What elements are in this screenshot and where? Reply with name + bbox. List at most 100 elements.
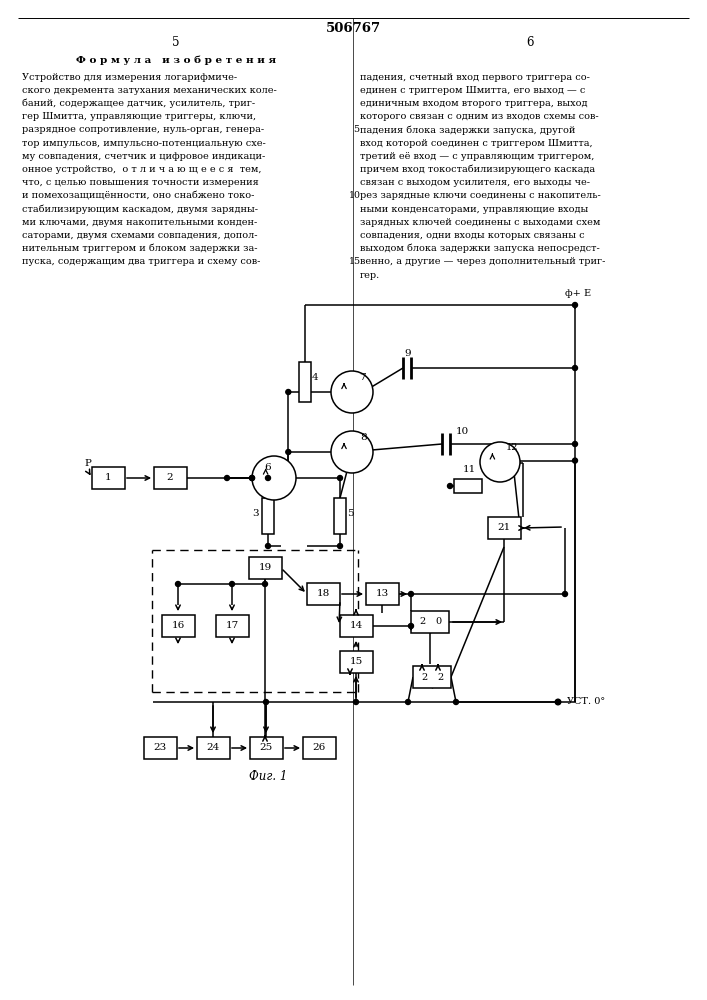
Text: 4: 4	[312, 373, 318, 382]
Text: Фиг. 1: Фиг. 1	[249, 770, 287, 782]
Text: 15: 15	[349, 658, 363, 666]
Text: 14: 14	[349, 621, 363, 631]
Circle shape	[573, 302, 578, 308]
Text: ского декремента затухания механических коле-: ского декремента затухания механических …	[22, 86, 276, 95]
Text: 26: 26	[312, 744, 326, 752]
Bar	[92, 467, 125, 489]
Text: выходом блока задержки запуска непосредст-: выходом блока задержки запуска непосредс…	[360, 244, 600, 253]
Bar	[488, 517, 521, 539]
Circle shape	[573, 442, 578, 446]
Text: 24: 24	[206, 744, 220, 752]
Circle shape	[354, 700, 358, 704]
Text: 13: 13	[375, 589, 389, 598]
Text: ф+ Е: ф+ Е	[565, 290, 591, 298]
Circle shape	[555, 699, 561, 705]
Circle shape	[409, 591, 414, 596]
Text: разрядное сопротивление, нуль-орган, генера-: разрядное сопротивление, нуль-орган, ген…	[22, 125, 264, 134]
Text: 8: 8	[361, 432, 368, 442]
Bar	[340, 615, 373, 637]
Text: ми ключами, двумя накопительными конден-: ми ключами, двумя накопительными конден-	[22, 218, 257, 227]
Bar	[411, 611, 449, 633]
Text: пуска, содержащим два триггера и схему сов-: пуска, содержащим два триггера и схему с…	[22, 257, 260, 266]
Text: 10: 10	[349, 191, 361, 200]
Circle shape	[266, 476, 271, 481]
Text: 1: 1	[105, 474, 111, 483]
Text: му совпадения, счетчик и цифровое индикаци-: му совпадения, счетчик и цифровое индика…	[22, 152, 265, 161]
Bar	[154, 467, 187, 489]
Circle shape	[225, 476, 230, 481]
Text: гер.: гер.	[360, 270, 380, 279]
Text: 12: 12	[506, 444, 518, 452]
Text: онное устройство,  о т л и ч а ю щ е е с я  тем,: онное устройство, о т л и ч а ю щ е е с …	[22, 165, 262, 174]
Text: падения, счетный вход первого триггера со-: падения, счетный вход первого триггера с…	[360, 73, 590, 82]
Text: 5: 5	[353, 125, 359, 134]
Circle shape	[480, 442, 520, 482]
Bar	[299, 362, 311, 402]
Bar	[249, 557, 282, 579]
Text: единен с триггером Шмитта, его выход — с: единен с триггером Шмитта, его выход — с	[360, 86, 585, 95]
Bar	[303, 737, 336, 759]
Text: саторами, двумя схемами совпадения, допол-: саторами, двумя схемами совпадения, допо…	[22, 231, 257, 240]
Text: 19: 19	[258, 564, 271, 572]
Text: 2: 2	[419, 617, 425, 626]
Circle shape	[337, 544, 342, 548]
Text: что, с целью повышения точности измерения: что, с целью повышения точности измерени…	[22, 178, 259, 187]
Text: 2: 2	[167, 474, 173, 483]
Bar	[262, 498, 274, 534]
Text: венно, а другие — через дополнительный триг-: венно, а другие — через дополнительный т…	[360, 257, 605, 266]
Text: 21: 21	[498, 524, 510, 532]
Circle shape	[250, 476, 255, 481]
Circle shape	[453, 700, 459, 704]
Bar	[144, 737, 177, 759]
Text: 9: 9	[404, 349, 411, 358]
Circle shape	[563, 591, 568, 596]
Bar	[197, 737, 230, 759]
Text: единичным входом второго триггера, выход: единичным входом второго триггера, выход	[360, 99, 588, 108]
Bar	[162, 615, 195, 637]
Text: рез зарядные ключи соединены с накопитель-: рез зарядные ключи соединены с накопител…	[360, 191, 601, 200]
Bar	[454, 479, 482, 493]
Text: совпадения, одни входы которых связаны с: совпадения, одни входы которых связаны с	[360, 231, 585, 240]
Circle shape	[448, 484, 452, 488]
Circle shape	[286, 389, 291, 394]
Bar	[216, 615, 249, 637]
Circle shape	[331, 431, 373, 473]
Circle shape	[337, 476, 342, 481]
Bar	[340, 651, 373, 673]
Text: 3: 3	[252, 510, 259, 518]
Circle shape	[250, 476, 255, 481]
Text: падения блока задержки запуска, другой: падения блока задержки запуска, другой	[360, 125, 575, 135]
Text: стабилизирующим каскадом, двумя зарядны-: стабилизирующим каскадом, двумя зарядны-	[22, 204, 258, 214]
Text: 6: 6	[526, 35, 534, 48]
Text: 2: 2	[437, 672, 443, 682]
Text: 16: 16	[171, 621, 185, 631]
Text: ными конденсаторами, управляющие входы: ными конденсаторами, управляющие входы	[360, 205, 588, 214]
Text: 6: 6	[264, 464, 271, 473]
Text: зарядных ключей соединены с выходами схем: зарядных ключей соединены с выходами схе…	[360, 218, 600, 227]
Text: и помехозащищённости, оно снабжено токо-: и помехозащищённости, оно снабжено токо-	[22, 191, 255, 200]
Text: P: P	[85, 458, 91, 468]
Circle shape	[409, 624, 414, 629]
Text: третий её вход — с управляющим триггером,: третий её вход — с управляющим триггером…	[360, 152, 595, 161]
Bar	[413, 666, 451, 688]
Bar	[366, 583, 399, 605]
Text: 5: 5	[346, 510, 354, 518]
Text: 0: 0	[435, 617, 441, 626]
Text: 5: 5	[173, 35, 180, 48]
Circle shape	[286, 450, 291, 454]
Text: гер Шмитта, управляющие триггеры, ключи,: гер Шмитта, управляющие триггеры, ключи,	[22, 112, 256, 121]
Text: связан с выходом усилителя, его выходы че-: связан с выходом усилителя, его выходы ч…	[360, 178, 590, 187]
Bar	[307, 583, 340, 605]
Text: 2: 2	[421, 672, 427, 682]
Circle shape	[266, 544, 271, 548]
Circle shape	[264, 700, 269, 704]
Text: УСТ. 0°: УСТ. 0°	[567, 698, 605, 706]
Bar	[334, 498, 346, 534]
Circle shape	[573, 458, 578, 463]
Circle shape	[252, 456, 296, 500]
Text: 11: 11	[462, 466, 476, 475]
Text: Устройство для измерения логарифмиче-: Устройство для измерения логарифмиче-	[22, 73, 237, 82]
Text: 18: 18	[316, 589, 329, 598]
Circle shape	[573, 365, 578, 370]
Bar	[250, 737, 283, 759]
